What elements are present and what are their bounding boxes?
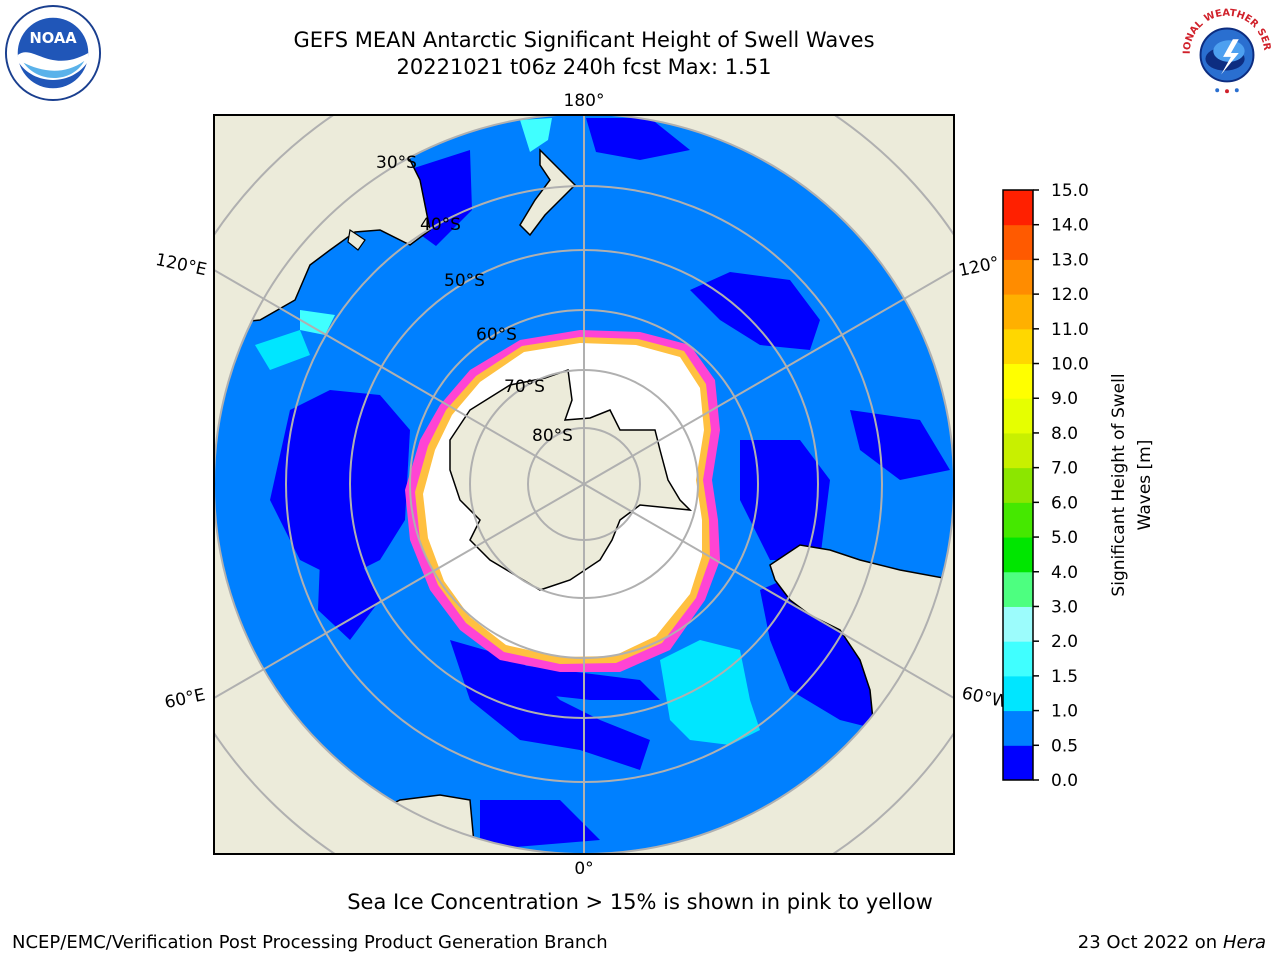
colorbar-tick-label: 5.0 [1051, 528, 1078, 548]
cyan-swell-patches [255, 330, 760, 745]
colorbar-tick-label: 2.0 [1051, 632, 1078, 652]
meridian-label-120e: 120°E [154, 250, 209, 280]
colorbar-segment [1003, 502, 1033, 538]
colorbar-segment [1003, 259, 1033, 295]
colorbar-tick-label: 11.0 [1051, 320, 1089, 340]
colorbar-segment [1003, 328, 1033, 365]
meridian-label-120w: 120° [957, 253, 1001, 281]
colorbar-tick-label: 10.0 [1051, 355, 1089, 375]
colorbar-tick-label: 3.0 [1051, 597, 1078, 617]
meridian-label-180: 180° [564, 91, 605, 111]
lat-label-60s: 60°S [476, 325, 517, 345]
colorbar-tick-label: 7.0 [1051, 459, 1078, 479]
colorbar-segment [1003, 710, 1033, 746]
colorbar-tick-label: 0.0 [1051, 771, 1078, 791]
colorbar-tick-label: 0.5 [1051, 736, 1078, 756]
colorbar-tick-label: 9.0 [1051, 389, 1078, 409]
sea-ice-note: Sea Ice Concentration > 15% is shown in … [347, 890, 933, 914]
colorbar-label-line2: Waves [m] [1135, 440, 1155, 531]
lat-label-70s: 70°S [504, 377, 545, 397]
footer-date-text: 23 Oct 2022 on [1077, 932, 1218, 953]
colorbar-segment [1003, 571, 1033, 607]
colorbar-segment [1003, 294, 1033, 330]
colorbar-segment [1003, 467, 1033, 503]
noaa-logo: NOAA [4, 4, 102, 102]
map-frame [213, 114, 955, 855]
colorbar-tick-label: 4.0 [1051, 563, 1078, 583]
noaa-logo-text: NOAA [29, 30, 77, 47]
antarctica-landmass [449, 368, 693, 591]
colorbar-tick-label: 1.0 [1051, 702, 1078, 722]
colorbar-frame [1002, 189, 1034, 781]
colorbar-segment [1003, 363, 1033, 399]
footer-date: 23 Oct 2022 on Hera [1078, 932, 1266, 953]
colorbar-segment [1003, 432, 1033, 469]
colorbar-segment [1003, 398, 1033, 434]
colorbar: 0.0 0.5 1.0 1.5 2.0 3.0 4.0 5.0 6.0 7.0 8.0 9.0 10.0… [1002, 181, 1089, 791]
colorbar-tick-label: 1.5 [1051, 667, 1078, 687]
colorbar-tick-label: 15.0 [1051, 181, 1089, 201]
footer-credit: NCEP/EMC/Verification Post Processing Pr… [12, 932, 608, 953]
graticule [214, 115, 954, 854]
tasmania-landmass [347, 228, 366, 251]
colorbar-label-line1: Significant Height of Swell [1109, 373, 1129, 596]
chart-title: GEFS MEAN Antarctic Significant Height o… [293, 28, 875, 52]
colorbar-segment [1003, 224, 1033, 260]
colorbar-segment [1003, 641, 1033, 677]
new-zealand-landmass [519, 148, 577, 237]
lat-label-50s: 50°S [444, 271, 485, 291]
lat-label-30s: 30°S [376, 153, 417, 173]
colorbar-tick-label: 6.0 [1051, 493, 1078, 513]
chart-subtitle: 20221021 t06z 240h fcst Max: 1.51 [396, 55, 772, 79]
meridian-label-60e: 60°E [163, 685, 207, 713]
colorbar-segment [1003, 190, 1033, 226]
colorbar-tick-label: 14.0 [1051, 216, 1089, 236]
colorbar-tick-label: 8.0 [1051, 424, 1078, 444]
lat-label-40s: 40°S [420, 215, 461, 235]
nws-logo: NATIONAL WEATHER SERVICE [1178, 4, 1274, 100]
lat-label-80s: 80°S [532, 426, 573, 446]
colorbar-segment [1003, 537, 1033, 573]
colorbar-tick-label: 12.0 [1051, 285, 1089, 305]
meridian-label-0: 0° [574, 859, 593, 879]
footer-host: Hera [1222, 932, 1266, 953]
colorbar-segment [1003, 745, 1033, 781]
moderate-swell-patches [300, 118, 552, 335]
colorbar-tick-label: 13.0 [1051, 250, 1089, 270]
colorbar-segment [1003, 606, 1033, 642]
colorbar-segment [1003, 675, 1033, 712]
